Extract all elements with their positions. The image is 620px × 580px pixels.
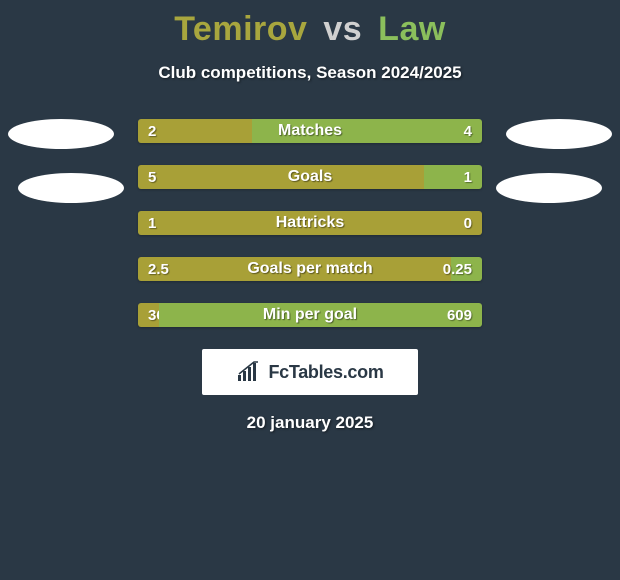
fctables-logo: FcTables.com (202, 349, 418, 395)
bar-left-value: 2.5 (138, 261, 179, 278)
bar-left-segment: 2.5 (138, 257, 451, 281)
page-title: Temirov vs Law (0, 0, 620, 49)
bar-right-value: 0 (454, 215, 482, 232)
bar-row: 2.50.25Goals per match (138, 257, 482, 281)
team-badge-right-2 (496, 173, 602, 203)
bar-left-segment: 1 (138, 211, 482, 235)
title-player2: Law (378, 10, 446, 48)
bar-row: 10Hattricks (138, 211, 482, 235)
bar-left-value: 1 (138, 215, 166, 232)
bars-container: 24Matches51Goals10Hattricks2.50.25Goals … (138, 119, 482, 327)
team-badge-left-2 (18, 173, 124, 203)
bar-row: 51Goals (138, 165, 482, 189)
bar-row: 36609Min per goal (138, 303, 482, 327)
bar-chart-icon (236, 361, 262, 383)
logo-text: FcTables.com (268, 362, 383, 383)
bar-right-segment: 0.25 (451, 257, 482, 281)
bar-left-segment: 2 (138, 119, 252, 143)
bar-row: 24Matches (138, 119, 482, 143)
title-vs: vs (323, 10, 362, 48)
bar-right-value: 1 (454, 169, 482, 186)
bar-left-segment: 5 (138, 165, 424, 189)
snapshot-date: 20 january 2025 (0, 413, 620, 433)
subtitle: Club competitions, Season 2024/2025 (0, 63, 620, 83)
bar-right-value: 0.25 (433, 261, 482, 278)
title-player1: Temirov (174, 10, 307, 48)
bar-right-segment: 1 (424, 165, 482, 189)
bar-left-value: 2 (138, 123, 166, 140)
team-badge-right-1 (506, 119, 612, 149)
bar-left-segment: 36 (138, 303, 159, 327)
bar-right-value: 4 (454, 123, 482, 140)
bar-right-segment: 609 (159, 303, 482, 327)
comparison-chart: 24Matches51Goals10Hattricks2.50.25Goals … (0, 119, 620, 327)
bar-left-value: 5 (138, 169, 166, 186)
bar-right-segment: 4 (252, 119, 482, 143)
team-badge-left-1 (8, 119, 114, 149)
bar-right-value: 609 (437, 307, 482, 324)
